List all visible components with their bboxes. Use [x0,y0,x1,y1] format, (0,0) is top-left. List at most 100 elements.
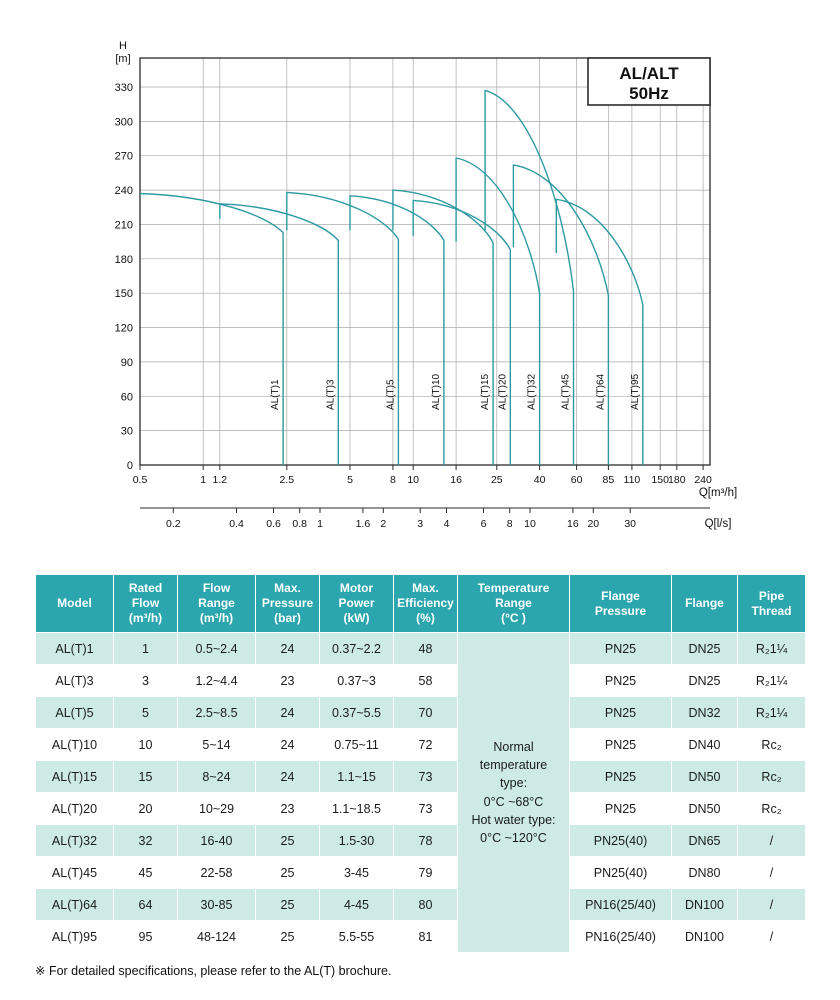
y-tick-label: 60 [121,391,133,403]
x-tick-label: 16 [450,474,462,486]
table-cell: 0.37~3 [319,664,394,697]
x-tick-label: 60 [571,474,583,486]
table-cell: 25 [255,856,320,889]
y-tick-label: 240 [115,185,133,197]
table-row: AL(T)20 20 10~29 23 1.1~18.5 73 PN25 DN50 Rc₂ [35,792,806,825]
table-cell: PN25(40) [569,824,672,857]
table-cell: AL(T)10 [35,728,114,761]
x-tick-label: 240 [694,474,712,486]
table-cell: R₂1¼ [737,696,806,729]
ls-tick-label: 3 [417,518,423,530]
table-cell: 45 [113,856,178,889]
spec-table-section: Model Rated Flow (m³/h) Flow Range (m³/h) M… [35,574,806,978]
table-header-cell: Temperature Range (°C ) [457,574,570,633]
y-axis-title: H [119,40,127,52]
table-cell: DN50 [671,792,738,825]
table-header-row: Model Rated Flow (m³/h) Flow Range (m³/h) M… [35,574,806,633]
table-header-cell: Flange [671,574,738,633]
x-tick-label: 0.5 [133,474,148,486]
table-cell: 23 [255,664,320,697]
table-cell: 25 [255,920,320,953]
table-cell: 2.5~8.5 [177,696,256,729]
y-axis-title-unit: [m] [115,53,130,65]
x-tick-label: 40 [534,474,546,486]
curve-label: AL(T)10 [431,373,442,410]
table-cell: 25 [255,888,320,921]
table-cell: 25 [255,824,320,857]
chart-title-box [587,57,711,106]
table-header-cell: Max. Pressure (bar) [255,574,320,633]
table-cell: 78 [393,824,458,857]
table-cell: 0.37~5.5 [319,696,394,729]
table-cell: PN25 [569,760,672,793]
chart-title-line1: AL/ALT [619,64,679,83]
pump-curve-AL(T)64 [512,164,610,465]
ls-tick-label: 6 [481,518,487,530]
x-tick-label: 85 [603,474,615,486]
table-cell: DN100 [671,888,738,921]
x-tick-label: 180 [668,474,686,486]
table-cell: 23 [255,792,320,825]
curve-label: AL(T)3 [325,379,336,410]
curve-label: AL(T)5 [385,379,396,410]
table-cell: AL(T)20 [35,792,114,825]
table-cell: 1.5-30 [319,824,394,857]
table-row: AL(T)1 1 0.5~2.4 24 0.37~2.2 48 Normal tempera… [35,632,806,953]
table-row: AL(T)5 5 2.5~8.5 24 0.37~5.5 70 PN25 DN32 R₂1¼ [35,696,806,729]
y-tick-label: 120 [115,323,133,335]
table-cell: / [737,920,806,953]
table-row: AL(T)15 15 8~24 24 1.1~15 73 PN25 DN50 Rc₂ [35,760,806,793]
pump-curve-AL(T)20 [412,199,511,465]
table-header-cell: Pipe Thread [737,574,806,633]
curve-label: AL(T)45 [561,373,572,410]
curve-label: AL(T)15 [480,373,491,410]
table-cell: 5~14 [177,728,256,761]
table-cell: 1 [113,632,178,665]
x-tick-label: 2.5 [279,474,294,486]
table-cell: AL(T)5 [35,696,114,729]
chart-title-line2: 50Hz [629,84,669,103]
pump-curve-AL(T)5 [286,191,400,465]
table-cell: 73 [393,792,458,825]
table-cell: 3-45 [319,856,394,889]
footnote: ※ For detailed specifications, please re… [35,964,392,978]
x-tick-label: 110 [624,474,641,486]
table-cell: 81 [393,920,458,953]
table-cell: DN25 [671,632,738,665]
table-cell: 16-40 [177,824,256,857]
table-cell: 48-124 [177,920,256,953]
table-cell: 10~29 [177,792,256,825]
table-row: AL(T)95 95 48-124 25 5.5-55 81 PN16(25/40) DN10… [35,920,806,953]
table-cell: DN80 [671,856,738,889]
table-header-cell: Max. Efficiency (%) [393,574,458,633]
pump-curve-AL(T)1 [139,192,284,465]
table-cell: 24 [255,696,320,729]
table-cell: Rc₂ [737,728,806,761]
y-tick-label: 300 [115,116,133,128]
table-cell: 0.75~11 [319,728,394,761]
table-cell: AL(T)15 [35,760,114,793]
table-cell: 1.1~18.5 [319,792,394,825]
pump-curve-AL(T)3 [219,203,339,465]
table-cell: 73 [393,760,458,793]
ls-tick-label: 30 [624,518,636,530]
table-cell: DN40 [671,728,738,761]
curve-label: AL(T)64 [595,373,606,410]
ls-tick-label: 20 [587,518,599,530]
temperature-range-cell: Normal temperature type: 0°C ~68°C Hot w… [457,632,570,953]
table-cell: 48 [393,632,458,665]
ls-tick-label: 0.4 [229,518,244,530]
x-axis-title-m3h: Q[m³/h] [699,487,737,499]
ls-tick-label: 16 [567,518,579,530]
table-cell: / [737,856,806,889]
table-cell: AL(T)45 [35,856,114,889]
table-cell: 72 [393,728,458,761]
table-header-cell: Motor Power (kW) [319,574,394,633]
table-cell: 10 [113,728,178,761]
pump-curve-AL(T)45 [484,89,575,465]
ls-tick-label: 1 [317,518,323,530]
table-cell: DN50 [671,760,738,793]
table-row: AL(T)3 3 1.2~4.4 23 0.37~3 58 PN25 DN25 R₂1¼ [35,664,806,697]
y-tick-label: 270 [115,151,133,163]
spec-table-body: AL(T)1 1 0.5~2.4 24 0.37~2.2 48 Normal tempera… [35,632,806,953]
